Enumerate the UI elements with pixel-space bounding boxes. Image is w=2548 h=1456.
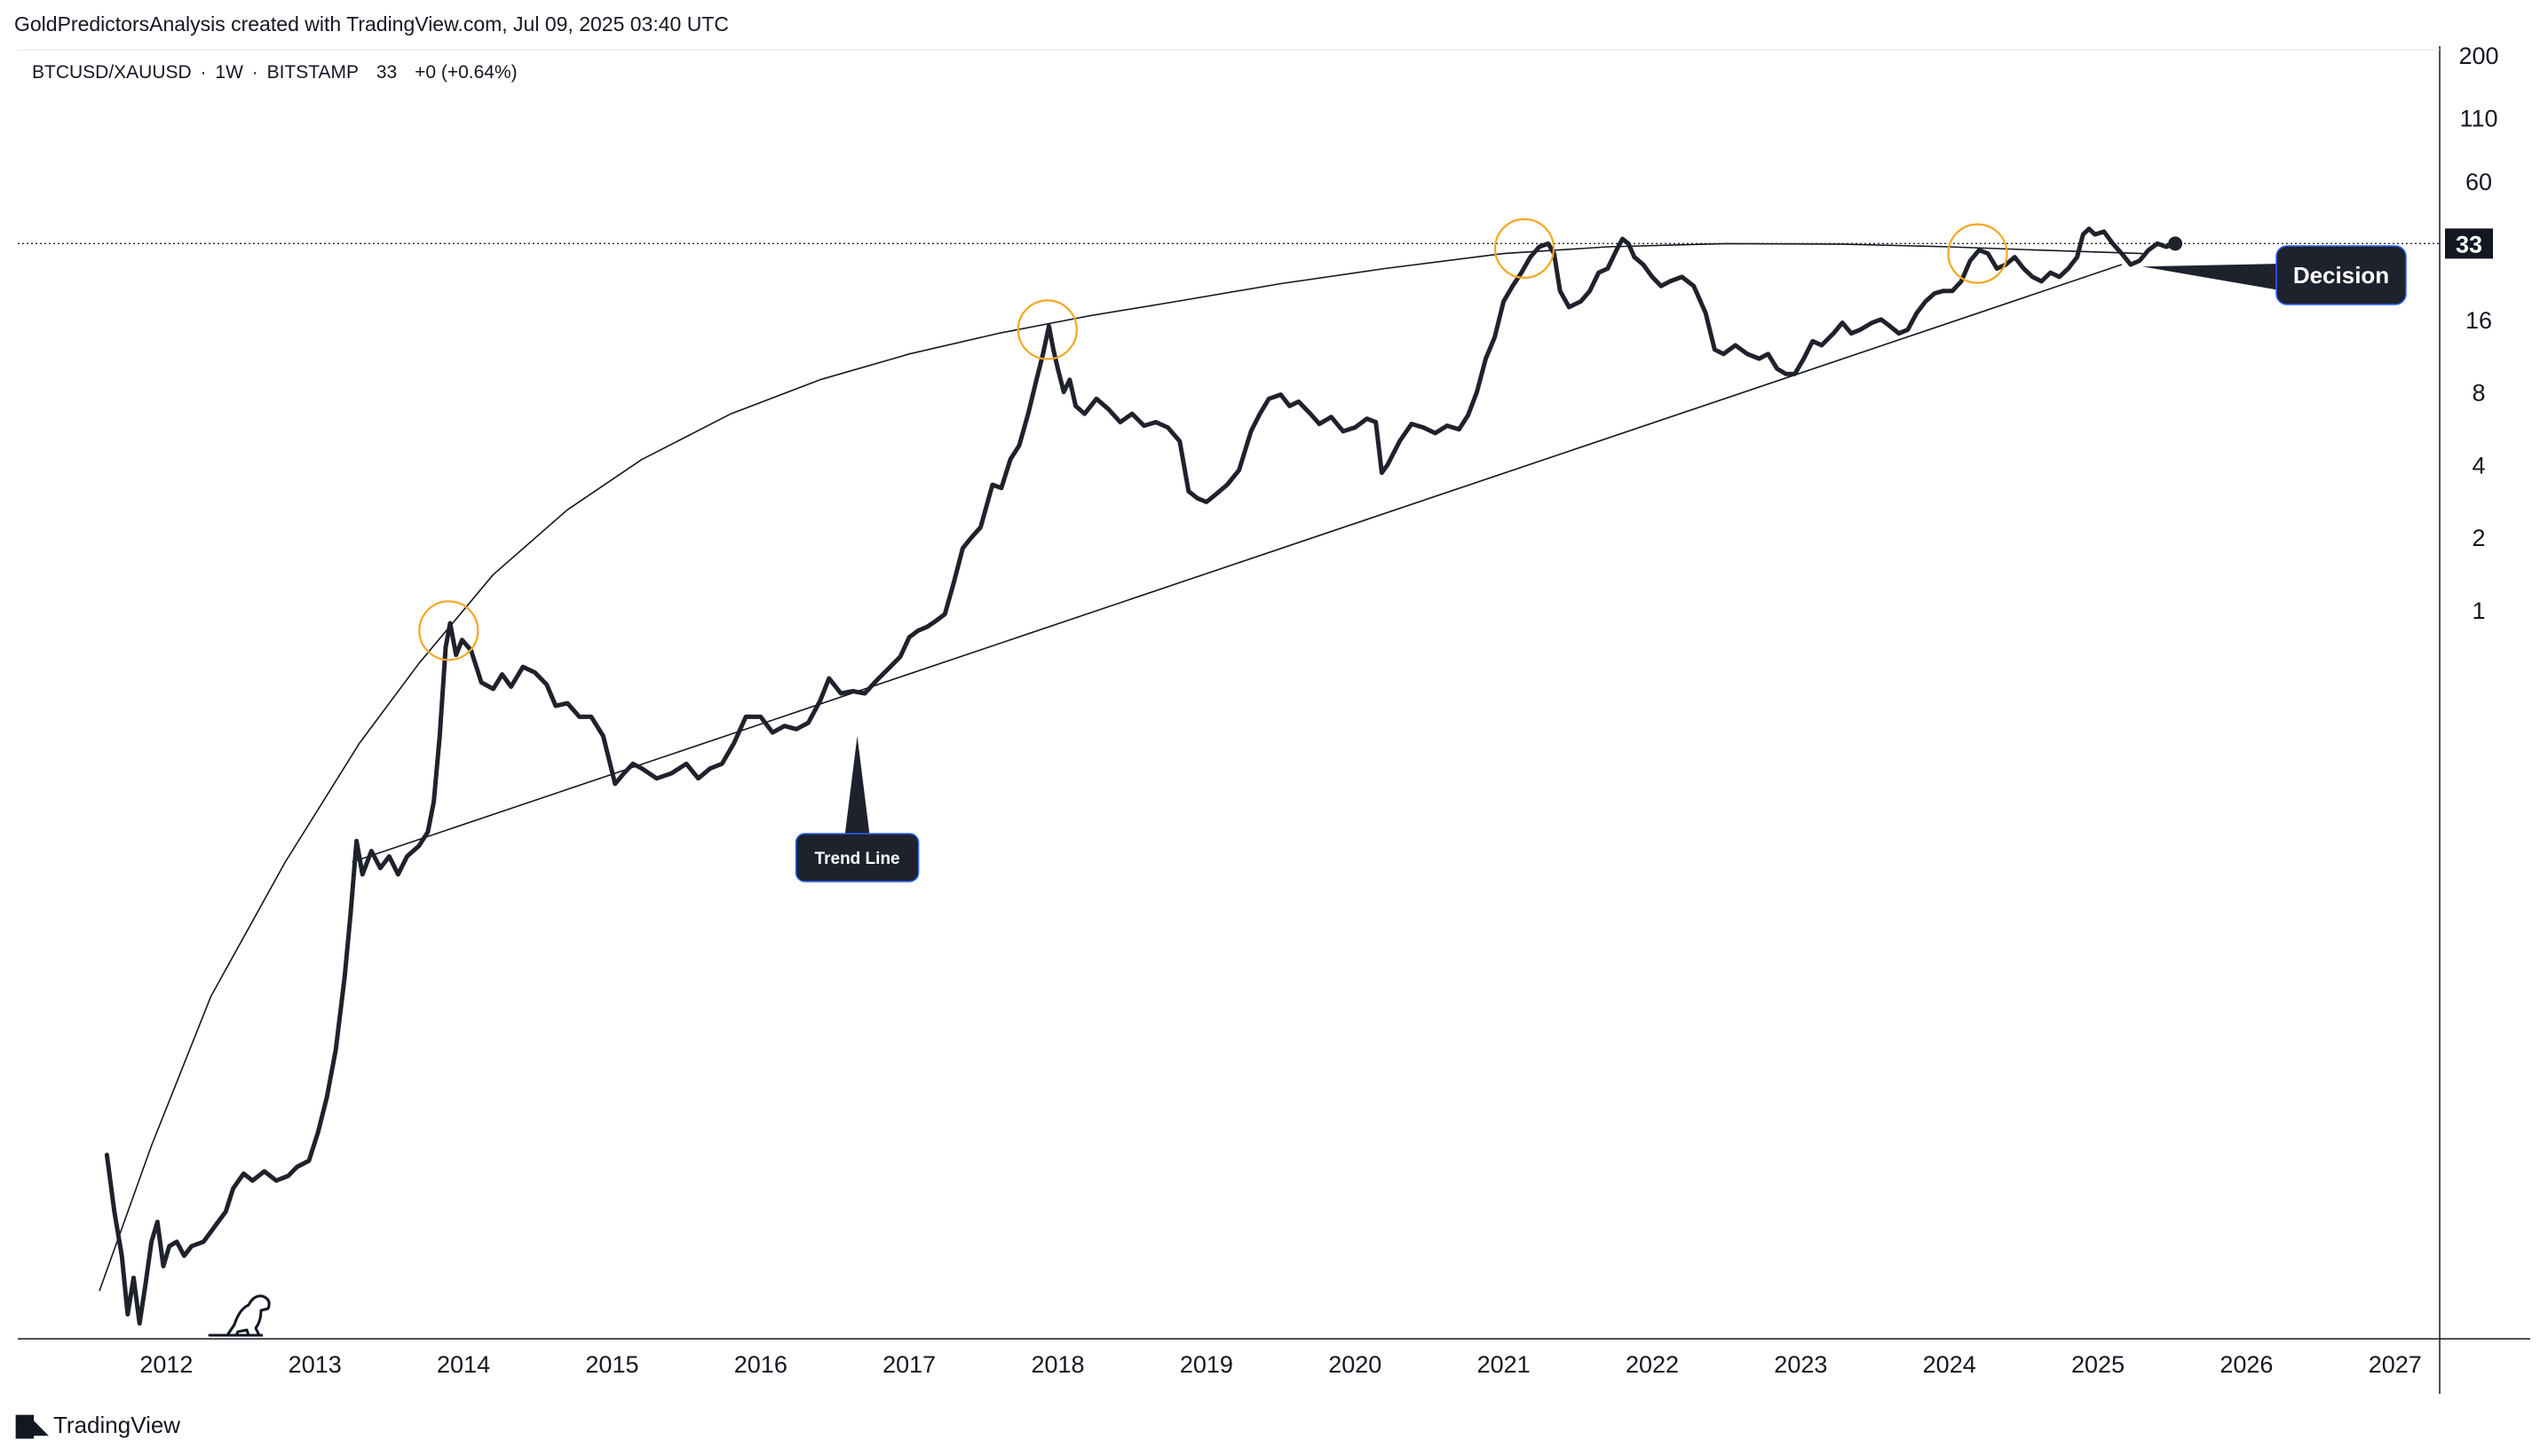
last-value: 33	[376, 62, 398, 83]
decision-callout-label: Decision	[2293, 262, 2389, 289]
time-axis-tick-label: 2019	[1180, 1351, 1233, 1378]
arc-curve-layer	[99, 242, 2143, 1292]
price-series-line	[104, 226, 2178, 1326]
time-axis-labels: 2012 2013 2014 2015 2016 2017 2018 2019 2020 2021…	[139, 1351, 2422, 1378]
time-axis-tick-label: 2012	[139, 1351, 193, 1378]
trend-line-callout-label: Trend Line	[815, 850, 900, 868]
arc-curve	[99, 242, 2143, 1292]
chart-frame	[18, 46, 2530, 1394]
time-axis-tick-label: 2024	[1923, 1351, 1976, 1378]
price-axis-tick-label: 4	[2472, 452, 2485, 479]
time-axis-tick-label: 2020	[1328, 1351, 1381, 1378]
separator-dot: ·	[251, 62, 258, 83]
time-axis-tick-label: 2017	[882, 1351, 936, 1378]
time-axis-tick-label: 2026	[2220, 1351, 2273, 1378]
symbol-name: BTCUSD/XAUUSD	[32, 62, 192, 83]
interval-label: 1W	[215, 62, 243, 83]
price-axis-tick-label: 110	[2459, 105, 2497, 131]
price-axis-tick-label: 8	[2472, 380, 2485, 407]
last-price-dot	[2168, 236, 2183, 251]
price-axis-tick-label: 1	[2472, 597, 2485, 624]
time-axis-tick-label: 2014	[437, 1351, 490, 1378]
trend-line	[352, 264, 2123, 863]
dinosaur-icon	[208, 1294, 271, 1337]
time-axis-tick-label: 2013	[289, 1351, 342, 1378]
exchange-label: BITSTAMP	[266, 62, 360, 83]
highlight-circle	[1493, 218, 1555, 279]
time-axis-tick-label: 2018	[1031, 1351, 1084, 1378]
trend-line-callout-box	[795, 833, 920, 882]
price-axis-tick-label: 16	[2465, 307, 2492, 334]
decision-callout-box	[2275, 245, 2407, 305]
last-price-axis-badge	[2445, 228, 2493, 259]
time-axis-tick-label: 2027	[2369, 1351, 2422, 1378]
highlight-circle	[1947, 223, 2008, 284]
time-axis-tick-label: 2022	[1626, 1351, 1679, 1378]
time-axis-tick-label: 2015	[585, 1351, 638, 1378]
author-header: GoldPredictorsAnalysis created with Trad…	[14, 12, 729, 36]
highlight-circle	[1017, 299, 1078, 360]
time-axis-tick-label: 2023	[1774, 1351, 1827, 1378]
symbol-info-line[interactable]: BTCUSD/XAUUSD · 1W · BITSTAMP 33 +0 (+0.…	[32, 62, 521, 83]
price-axis-tick-label: 60	[2465, 169, 2492, 195]
tradingview-logo-icon: ▇◣	[16, 1412, 49, 1438]
price-series-layer	[104, 226, 2183, 1326]
highlight-circles-layer	[418, 218, 2008, 661]
decision-callout-pointer	[2142, 264, 2280, 290]
price-axis-tick-label: 200	[2458, 43, 2498, 69]
tradingview-brand[interactable]: ▇◣ TradingView	[16, 1412, 180, 1439]
price-axis-labels: 1 2 4 8 16 33 60 110 200	[2445, 43, 2499, 624]
price-axis-tick-label: 2	[2472, 525, 2485, 551]
time-axis-tick-label: 2021	[1477, 1351, 1531, 1378]
brand-label: TradingView	[53, 1412, 181, 1438]
separator-dot: ·	[200, 62, 207, 83]
change-value: +0 (+0.64%)	[415, 62, 518, 83]
last-price-axis-label: 33	[2456, 231, 2482, 257]
annotations-layer: Trend Line Decision	[795, 245, 2407, 882]
trend-line-callout-pointer	[844, 735, 870, 835]
trend-line-layer	[352, 264, 2123, 863]
time-axis-tick-label: 2016	[734, 1351, 787, 1378]
highlight-circle	[418, 600, 479, 661]
time-axis-tick-label: 2025	[2071, 1351, 2125, 1378]
